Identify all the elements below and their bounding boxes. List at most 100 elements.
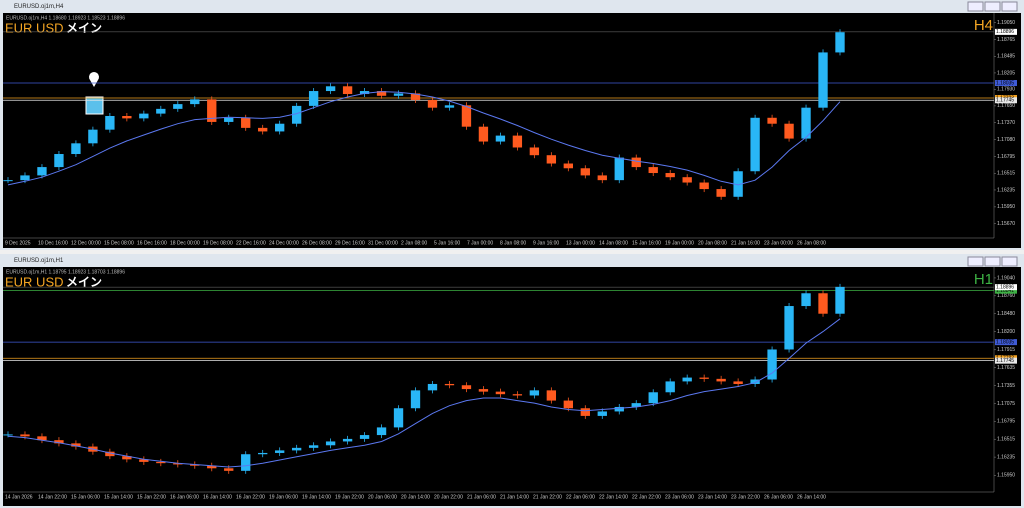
time-label: 19 Jan 14:00 <box>302 494 331 500</box>
candle <box>224 468 234 471</box>
candle <box>784 123 794 139</box>
candle <box>682 377 692 382</box>
candle <box>105 451 115 457</box>
timeframe: H1 <box>974 271 993 288</box>
candle <box>665 381 675 393</box>
bid-label: 1.18896 <box>996 29 1014 35</box>
candle <box>716 378 726 382</box>
time-label: 22 Jan 22:00 <box>632 494 661 500</box>
time-label: 15 Jan 16:00 <box>632 240 661 246</box>
candle <box>716 189 726 197</box>
time-label: 5 Jan 16:00 <box>434 240 460 246</box>
symbol: EUR USD <box>5 20 64 35</box>
level-label: 1.18035 <box>996 80 1014 86</box>
time-label: 29 Dec 16:00 <box>335 240 365 246</box>
candle <box>173 463 183 465</box>
candle <box>139 459 149 462</box>
maximize-button[interactable] <box>984 256 1001 267</box>
candle <box>393 93 404 96</box>
time-label: 9 Jan 16:00 <box>533 240 559 246</box>
price-tick-label: 1.17370 <box>997 120 1015 126</box>
level-label: 1.18841 <box>996 288 1014 294</box>
signal-box[interactable] <box>85 96 104 115</box>
candle <box>835 286 845 314</box>
time-label: 10 Dec 16:00 <box>38 240 68 246</box>
candle <box>427 99 438 108</box>
candle <box>597 411 607 416</box>
candle <box>258 127 268 132</box>
time-label: 23 Jan 06:00 <box>665 494 694 500</box>
candle <box>207 99 217 122</box>
level-label: 1.18035 <box>996 339 1014 345</box>
price-tick-label: 1.16795 <box>997 154 1015 160</box>
candle <box>546 155 557 164</box>
candle <box>665 173 675 178</box>
time-label: 20 Jan 22:00 <box>434 494 463 500</box>
time-label: 19 Jan 00:00 <box>665 240 694 246</box>
chart-info: EURUSD.oj1m,H1 1.18795 1.18923 1.18703 1… <box>6 269 125 275</box>
candle <box>461 105 472 127</box>
candle <box>495 391 506 395</box>
time-label: 14 Jan 22:00 <box>38 494 67 500</box>
candle <box>71 143 81 155</box>
window-title: EURUSD.oj1m,H1 <box>14 258 64 264</box>
candle <box>393 408 404 428</box>
chart-label: メイン <box>66 21 102 35</box>
candle <box>512 135 523 148</box>
candle <box>444 105 455 108</box>
minimize-button[interactable] <box>967 256 984 267</box>
candle <box>478 126 489 142</box>
close-button[interactable] <box>1001 1 1018 12</box>
time-label: 19 Dec 08:00 <box>203 240 233 246</box>
candle <box>563 400 573 409</box>
candle <box>444 383 455 386</box>
price-tick-label: 1.15950 <box>997 204 1015 210</box>
candle <box>648 167 658 174</box>
price-tick-label: 1.16235 <box>997 187 1015 193</box>
timeframe: H4 <box>974 17 993 34</box>
bid-tag <box>995 28 1017 35</box>
candle <box>139 113 149 119</box>
price-tick-label: 1.16515 <box>997 437 1015 443</box>
time-label: 21 Jan 14:00 <box>500 494 529 500</box>
candle <box>427 383 438 391</box>
candle <box>308 91 319 106</box>
candle <box>461 385 472 390</box>
price-tick-label: 1.17635 <box>997 365 1015 371</box>
price-tick-label: 1.17650 <box>997 103 1015 109</box>
candle <box>818 293 828 314</box>
time-label: 22 Jan 06:00 <box>566 494 595 500</box>
time-label: 18 Dec 00:00 <box>170 240 200 246</box>
chart-area <box>3 267 1021 506</box>
level-tag <box>995 357 1017 364</box>
signal-icon[interactable] <box>85 71 104 115</box>
time-label: 16 Dec 16:00 <box>137 240 167 246</box>
candle <box>359 435 370 439</box>
candle <box>54 440 64 444</box>
price-tick-label: 1.17930 <box>997 87 1015 93</box>
price-tick-label: 1.16235 <box>997 454 1015 460</box>
maximize-button[interactable] <box>984 1 1001 12</box>
bid-label: 1.18896 <box>996 284 1014 290</box>
candle <box>631 157 641 168</box>
time-label: 23 Jan 14:00 <box>698 494 727 500</box>
time-label: 22 Jan 14:00 <box>599 494 628 500</box>
candle <box>342 86 353 95</box>
candle <box>207 465 217 469</box>
time-label: 26 Jan 06:00 <box>764 494 793 500</box>
close-button[interactable] <box>1001 256 1018 267</box>
price-tick-label: 1.17080 <box>997 137 1015 143</box>
time-label: 26 Jan 14:00 <box>797 494 826 500</box>
time-label: 19 Jan 06:00 <box>269 494 298 500</box>
time-label: 26 Dec 08:00 <box>302 240 332 246</box>
minimize-button[interactable] <box>967 1 984 12</box>
candle <box>835 32 845 53</box>
candle <box>597 175 607 181</box>
candle <box>291 105 302 124</box>
candle <box>784 306 794 350</box>
candle <box>733 171 743 197</box>
bid-tag <box>995 284 1017 291</box>
candle <box>478 389 489 392</box>
window-buttons[interactable] <box>967 1 1018 267</box>
time-label: 21 Jan 22:00 <box>533 494 562 500</box>
